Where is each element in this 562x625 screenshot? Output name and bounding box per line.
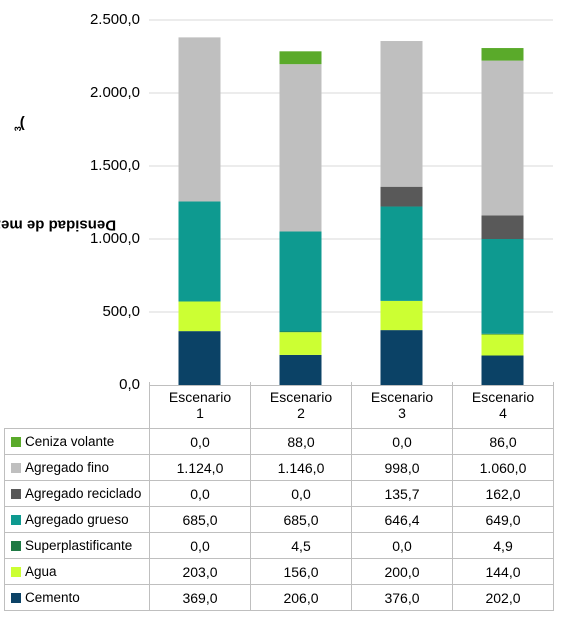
bar-segment bbox=[380, 206, 423, 301]
data-value: 1.060,0 bbox=[452, 454, 554, 481]
series-name: Superplastificante bbox=[25, 538, 133, 553]
series-legend-entry: Agua bbox=[4, 558, 150, 585]
y-axis-ticks: 0,0 500,0 1.000,0 1.500,0 2.000,0 2.500,0 bbox=[40, 0, 140, 400]
data-value: 88,0 bbox=[250, 428, 352, 455]
bar-segment bbox=[481, 215, 524, 240]
table-row: Agregado fino 1.124,0 1.146,0 998,0 1.060,0 bbox=[4, 454, 554, 481]
data-value: 135,7 bbox=[351, 480, 453, 507]
category-label: Escenario 1 bbox=[149, 382, 251, 429]
y-tick-label: 1.500,0 bbox=[89, 157, 140, 174]
legend-swatch bbox=[11, 515, 21, 525]
y-tick-label: 2.500,0 bbox=[89, 11, 140, 28]
bar-segment bbox=[481, 334, 524, 356]
data-value: 376,0 bbox=[351, 584, 453, 611]
bar-segment bbox=[178, 331, 221, 385]
series-name: Agua bbox=[25, 564, 57, 579]
bar-segment bbox=[380, 300, 423, 331]
table-row: Superplastificante 0,0 4,5 0,0 4,9 bbox=[4, 532, 554, 559]
series-name: Cemento bbox=[25, 590, 80, 605]
data-value: 0,0 bbox=[351, 428, 453, 455]
data-table: Escenario 1 Escenario 2 Escenario 3 Escenario 4… bbox=[4, 382, 554, 611]
y-axis-label: Densidad de mezcla (kg/m3) bbox=[0, 115, 117, 234]
data-value: 86,0 bbox=[452, 428, 554, 455]
bar-segment bbox=[481, 355, 524, 385]
data-value: 162,0 bbox=[452, 480, 554, 507]
table-row: Agregado reciclado 0,0 0,0 135,7 162,0 bbox=[4, 480, 554, 507]
stacked-bar-chart bbox=[149, 19, 553, 386]
series-legend-entry: Cemento bbox=[4, 584, 150, 611]
bar-segment bbox=[481, 48, 524, 61]
bar-segment bbox=[380, 41, 423, 187]
data-value: 144,0 bbox=[452, 558, 554, 585]
data-value: 206,0 bbox=[250, 584, 352, 611]
bar-segment bbox=[481, 239, 524, 334]
data-value: 685,0 bbox=[250, 506, 352, 533]
bar-segment bbox=[481, 60, 524, 216]
series-legend-entry: Superplastificante bbox=[4, 532, 150, 559]
table-row: Agregado grueso 685,0 685,0 646,4 649,0 bbox=[4, 506, 554, 533]
bar-segment bbox=[481, 333, 524, 335]
bar-segment bbox=[279, 64, 322, 232]
data-value: 1.124,0 bbox=[149, 454, 251, 481]
category-label: Escenario 3 bbox=[351, 382, 453, 429]
table-corner bbox=[4, 382, 150, 429]
legend-swatch bbox=[11, 463, 21, 473]
bar-segment bbox=[279, 354, 322, 385]
bar-segment bbox=[279, 231, 322, 332]
data-value: 369,0 bbox=[149, 584, 251, 611]
bar-segment bbox=[178, 37, 221, 202]
category-label: Escenario 4 bbox=[452, 382, 554, 429]
category-label: Escenario 2 bbox=[250, 382, 352, 429]
data-value: 0,0 bbox=[149, 428, 251, 455]
data-value: 4,5 bbox=[250, 532, 352, 559]
data-value: 685,0 bbox=[149, 506, 251, 533]
legend-swatch bbox=[11, 489, 21, 499]
data-value: 156,0 bbox=[250, 558, 352, 585]
legend-swatch bbox=[11, 593, 21, 603]
legend-swatch bbox=[11, 541, 21, 551]
series-legend-entry: Ceniza volante bbox=[4, 428, 150, 455]
data-value: 200,0 bbox=[351, 558, 453, 585]
series-name: Agregado grueso bbox=[25, 512, 129, 527]
y-tick-label: 500,0 bbox=[102, 303, 140, 320]
bar-segment bbox=[380, 330, 423, 385]
bar-segment bbox=[279, 51, 322, 65]
table-row: Cemento 369,0 206,0 376,0 202,0 bbox=[4, 584, 554, 611]
data-value: 646,4 bbox=[351, 506, 453, 533]
data-value: 203,0 bbox=[149, 558, 251, 585]
data-value: 649,0 bbox=[452, 506, 554, 533]
series-name: Ceniza volante bbox=[25, 434, 115, 449]
bar-segment bbox=[178, 201, 221, 302]
data-value: 0,0 bbox=[351, 532, 453, 559]
data-value: 0,0 bbox=[250, 480, 352, 507]
data-value: 0,0 bbox=[149, 532, 251, 559]
series-name: Agregado fino bbox=[25, 460, 110, 475]
table-row: Ceniza volante 0,0 88,0 0,0 86,0 bbox=[4, 428, 554, 455]
table-header-row: Escenario 1 Escenario 2 Escenario 3 Escenario 4 bbox=[4, 382, 554, 429]
series-name: Agregado reciclado bbox=[25, 486, 142, 501]
bar-segment bbox=[178, 301, 221, 332]
bar-segment bbox=[279, 331, 322, 333]
data-value: 998,0 bbox=[351, 454, 453, 481]
y-tick-label: 2.000,0 bbox=[89, 84, 140, 101]
data-value: 1.146,0 bbox=[250, 454, 352, 481]
table-row: Agua 203,0 156,0 200,0 144,0 bbox=[4, 558, 554, 585]
legend-swatch bbox=[11, 567, 21, 577]
bar-segment bbox=[380, 186, 423, 207]
y-tick-label: 1.000,0 bbox=[89, 230, 140, 247]
data-value: 4,9 bbox=[452, 532, 554, 559]
bar-segment bbox=[279, 332, 322, 355]
data-value: 202,0 bbox=[452, 584, 554, 611]
data-value: 0,0 bbox=[149, 480, 251, 507]
series-legend-entry: Agregado reciclado bbox=[4, 480, 150, 507]
legend-swatch bbox=[11, 437, 21, 447]
series-legend-entry: Agregado fino bbox=[4, 454, 150, 481]
series-legend-entry: Agregado grueso bbox=[4, 506, 150, 533]
